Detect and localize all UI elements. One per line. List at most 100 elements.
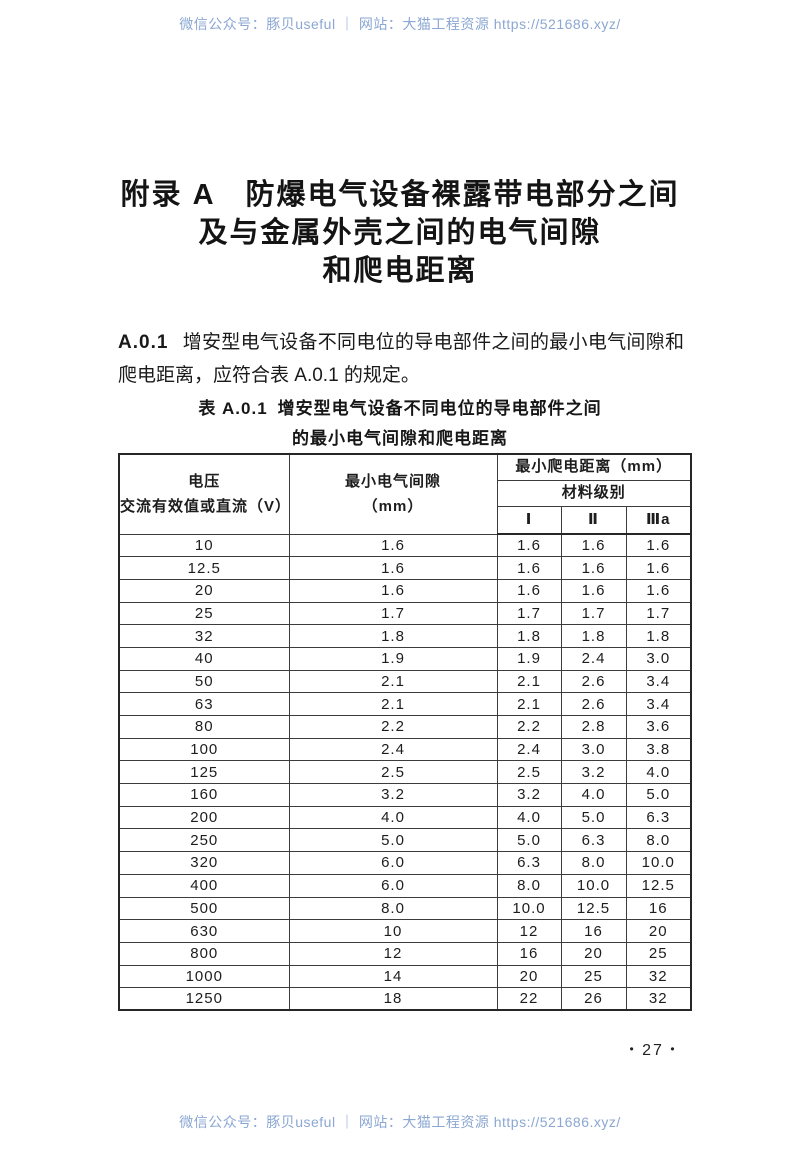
table-cell: 1.7 bbox=[288, 601, 498, 626]
table-cell: 2.4 bbox=[560, 646, 627, 671]
table-row: 100 2.4 2.4 3.0 3.8 bbox=[118, 737, 692, 762]
table-cell: 4.0 bbox=[496, 805, 562, 830]
table-row: 40 1.9 1.9 2.4 3.0 bbox=[118, 646, 692, 671]
table-row: 1000 14 20 25 32 bbox=[118, 964, 692, 989]
table-caption-line1: 表 A.0.1 增安型电气设备不同电位的导电部件之间 bbox=[0, 394, 800, 424]
table-cell: 63 bbox=[118, 692, 290, 716]
table-cell: 10.0 bbox=[625, 851, 692, 875]
table-cell: 2.2 bbox=[288, 715, 498, 739]
table-cell: 12 bbox=[496, 919, 562, 943]
table-cell: 18 bbox=[288, 987, 498, 1011]
table-cell: 1.8 bbox=[288, 624, 498, 648]
table-cell: 8.0 bbox=[560, 851, 627, 875]
table-cell: 12.5 bbox=[625, 873, 692, 898]
table-cell: 32 bbox=[625, 964, 692, 989]
clause-number: A.0.1 bbox=[118, 332, 169, 353]
bottom-watermark: 微信公众号：豚贝useful ｜ 网站：大猫工程资源 https://52168… bbox=[179, 1114, 621, 1130]
table-cell: 32 bbox=[118, 624, 290, 648]
table-cell: 6.0 bbox=[288, 873, 498, 898]
table-cell: 1.9 bbox=[496, 646, 562, 671]
table-cell: 20 bbox=[625, 919, 692, 943]
col-header-material-grade: 材料级别 bbox=[496, 479, 692, 507]
table-row: 630 10 12 16 20 bbox=[118, 919, 692, 943]
table-row: 25 1.7 1.7 1.7 1.7 bbox=[118, 601, 692, 626]
table-cell: 16 bbox=[496, 941, 562, 966]
page-number-right-dot: • bbox=[670, 1042, 677, 1056]
table-cell: 26 bbox=[560, 987, 627, 1011]
table-cell: 1.7 bbox=[496, 601, 562, 626]
col-header-clearance: 最小电气间隙 （mm） bbox=[288, 453, 498, 535]
table-cell: 4.0 bbox=[288, 805, 498, 830]
table-cell: 3.2 bbox=[496, 783, 562, 807]
table-row: 200 4.0 4.0 5.0 6.3 bbox=[118, 805, 692, 830]
table-cell: 3.8 bbox=[625, 737, 692, 762]
table-cell: 1.6 bbox=[496, 578, 562, 603]
table-cell: 22 bbox=[496, 987, 562, 1011]
table-cell: 1.6 bbox=[560, 533, 627, 558]
table-cell: 2.5 bbox=[288, 760, 498, 785]
table-cell: 2.1 bbox=[496, 669, 562, 694]
table-cell: 3.4 bbox=[625, 669, 692, 694]
col-header-grade-3a: Ⅲa bbox=[625, 505, 692, 535]
page-number-left-dot: • bbox=[629, 1042, 636, 1056]
table-cell: 1000 bbox=[118, 964, 290, 989]
table-cell: 1250 bbox=[118, 987, 290, 1011]
table-cell: 3.0 bbox=[625, 646, 692, 671]
table-row: 800 12 16 20 25 bbox=[118, 941, 692, 966]
table-cell: 14 bbox=[288, 964, 498, 989]
clause-text: 增安型电气设备不同电位的导电部件之间的最小电气间隙和爬电距离，应符合表 A.0.… bbox=[118, 332, 684, 386]
table-row: 32 1.8 1.8 1.8 1.8 bbox=[118, 624, 692, 648]
table-row: 320 6.0 6.3 8.0 10.0 bbox=[118, 851, 692, 875]
table-cell: 2.2 bbox=[496, 715, 562, 739]
table-cell: 3.2 bbox=[560, 760, 627, 785]
table-cell: 4.0 bbox=[560, 783, 627, 807]
table-cell: 20 bbox=[118, 578, 290, 603]
table-cell: 3.0 bbox=[560, 737, 627, 762]
table-cell: 125 bbox=[118, 760, 290, 785]
table-cell: 32 bbox=[625, 987, 692, 1011]
table-row: 63 2.1 2.1 2.6 3.4 bbox=[118, 692, 692, 716]
table-cell: 4.0 bbox=[625, 760, 692, 785]
table-cell: 16 bbox=[625, 896, 692, 921]
col-header-clearance-line1: 最小电气间隙 bbox=[344, 473, 441, 491]
table-cell: 12 bbox=[288, 941, 498, 966]
table-row: 12.5 1.6 1.6 1.6 1.6 bbox=[118, 556, 692, 580]
table-row: 125 2.5 2.5 3.2 4.0 bbox=[118, 760, 692, 785]
table-cell: 1.6 bbox=[625, 556, 692, 580]
table-cell: 25 bbox=[560, 964, 627, 989]
table-cell: 160 bbox=[118, 783, 290, 807]
table-cell: 2.6 bbox=[560, 669, 627, 694]
appendix-title-line2: 及与金属外壳之间的电气间隙 bbox=[198, 217, 602, 249]
table-cell: 5.0 bbox=[625, 783, 692, 807]
table-cell: 10.0 bbox=[560, 873, 627, 898]
table-cell: 5.0 bbox=[288, 828, 498, 853]
table-cell: 100 bbox=[118, 737, 290, 762]
table-cell: 1.8 bbox=[560, 624, 627, 648]
table-cell: 1.6 bbox=[625, 533, 692, 558]
table-cell: 500 bbox=[118, 896, 290, 921]
table-cell: 1.9 bbox=[288, 646, 498, 671]
table-cell: 200 bbox=[118, 805, 290, 830]
table-cell: 50 bbox=[118, 669, 290, 694]
table-cell: 630 bbox=[118, 919, 290, 943]
table-cell: 2.1 bbox=[288, 669, 498, 694]
table-cell: 3.6 bbox=[625, 715, 692, 739]
table-cell: 40 bbox=[118, 646, 290, 671]
table-cell: 6.3 bbox=[625, 805, 692, 830]
table-cell: 2.4 bbox=[288, 737, 498, 762]
table-cell: 2.1 bbox=[288, 692, 498, 716]
table-cell: 250 bbox=[118, 828, 290, 853]
col-header-creepage: 最小爬电距离（mm） bbox=[496, 453, 692, 481]
table-caption: 表 A.0.1 增安型电气设备不同电位的导电部件之间 的最小电气间隙和爬电距离 bbox=[0, 394, 800, 454]
table-row: 500 8.0 10.0 12.5 16 bbox=[118, 896, 692, 921]
col-header-voltage-line2: 交流有效值或直流（V） bbox=[120, 498, 292, 516]
table-cell: 16 bbox=[560, 919, 627, 943]
table-cell: 5.0 bbox=[496, 828, 562, 853]
table-cell: 2.8 bbox=[560, 715, 627, 739]
table-cell: 1.6 bbox=[496, 556, 562, 580]
table-cell: 10.0 bbox=[496, 896, 562, 921]
table-cell: 2.1 bbox=[496, 692, 562, 716]
table-cell: 1.7 bbox=[560, 601, 627, 626]
table-cell: 10 bbox=[118, 533, 290, 558]
top-watermark: 微信公众号：豚贝useful ｜ 网站：大猫工程资源 https://52168… bbox=[179, 16, 621, 32]
